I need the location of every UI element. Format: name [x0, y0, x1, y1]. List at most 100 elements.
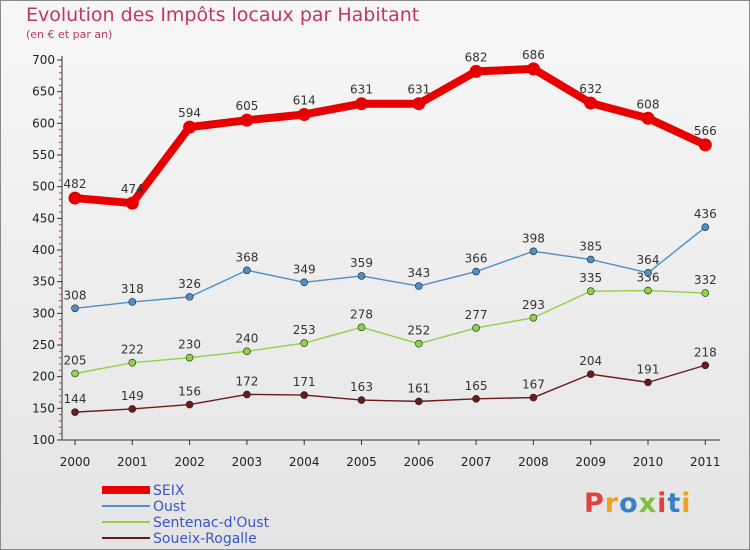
data-point: [701, 289, 710, 297]
data-label: 171: [293, 375, 316, 389]
data-label: 368: [235, 250, 258, 264]
data-label: 686: [522, 48, 545, 62]
legend-label: Soueix-Rogalle: [153, 531, 257, 547]
data-label: 605: [235, 99, 258, 113]
logo-letter: t: [667, 488, 682, 519]
legend-label: Oust: [153, 499, 186, 515]
data-label: 278: [350, 307, 373, 321]
data-point: [128, 358, 137, 367]
data-point: [71, 369, 79, 378]
data-point: [529, 313, 538, 322]
x-tick-label: 2009: [575, 455, 606, 469]
data-label: 163: [350, 380, 373, 394]
x-tick-label: 2007: [461, 455, 492, 469]
series-line: [74, 289, 706, 375]
data-point: [586, 370, 595, 378]
data-point: [128, 298, 137, 306]
proxiti-logo: Proxiti: [584, 488, 692, 519]
data-label: 566: [694, 124, 717, 138]
data-point: [355, 97, 368, 111]
data-label: 336: [637, 271, 660, 285]
data-label: 165: [465, 379, 488, 393]
data-label: 632: [579, 82, 602, 96]
legend-label: Sentenac-d'Oust: [153, 515, 270, 531]
logo-letter: i: [657, 488, 668, 519]
data-point: [644, 286, 652, 295]
data-label: 594: [178, 106, 201, 120]
data-point: [586, 255, 595, 264]
x-tick-label: 2003: [232, 455, 263, 469]
series-seix: 482 474 594 605 614 631 631 682 686 632 608 566: [64, 48, 717, 210]
y-tick-label: 550: [32, 148, 55, 162]
y-tick-label: 650: [32, 85, 55, 99]
data-point: [529, 247, 538, 256]
data-label: 318: [121, 282, 144, 296]
data-label: 253: [293, 323, 316, 337]
data-label: 332: [694, 273, 717, 287]
data-point: [300, 391, 309, 399]
data-point: [243, 347, 251, 356]
data-label: 240: [235, 331, 258, 345]
data-label: 335: [579, 271, 602, 285]
data-point: [644, 268, 652, 277]
data-label: 252: [407, 324, 430, 338]
data-point: [185, 353, 194, 362]
data-point: [698, 138, 712, 152]
data-point: [472, 324, 480, 332]
data-point: [701, 361, 710, 370]
data-label: 631: [350, 83, 373, 97]
data-label: 167: [522, 378, 545, 392]
data-point: [183, 120, 197, 134]
y-tick-label: 250: [32, 338, 55, 352]
logo-letter: P: [584, 488, 605, 519]
data-point: [357, 323, 366, 332]
data-point: [469, 64, 483, 78]
data-label: 191: [637, 362, 660, 376]
data-label: 326: [178, 277, 201, 291]
y-tick-label: 150: [32, 401, 55, 415]
data-label: 608: [637, 97, 660, 111]
data-label: 204: [579, 354, 602, 368]
x-tick-label: 2001: [117, 455, 148, 469]
series-soueix-rogalle: 144 149 156 172 171 163 161 165 167 204 191 218: [64, 345, 717, 416]
y-tick-label: 600: [32, 116, 55, 130]
y-tick-label: 100: [32, 433, 55, 447]
x-tick-label: 2006: [404, 455, 435, 469]
data-label: 222: [121, 343, 144, 357]
data-point: [701, 223, 710, 231]
series-line: [74, 364, 706, 413]
data-point: [300, 278, 309, 287]
data-label: 277: [465, 308, 488, 322]
x-tick-label: 2005: [346, 455, 377, 469]
data-point: [414, 397, 423, 406]
data-label: 359: [350, 256, 373, 270]
data-point: [243, 266, 251, 275]
data-point: [529, 393, 538, 402]
data-label: 144: [64, 392, 87, 406]
data-point: [68, 191, 82, 205]
data-point: [357, 272, 366, 280]
data-point: [297, 107, 311, 121]
data-point: [472, 267, 480, 276]
x-tick-label: 2004: [289, 455, 320, 469]
data-label: 172: [235, 374, 258, 388]
logo-letter: o: [619, 488, 639, 519]
y-tick-label: 400: [32, 243, 55, 257]
data-point: [644, 378, 652, 387]
y-tick-label: 700: [32, 53, 55, 67]
series-line: [71, 64, 710, 208]
data-label: 349: [293, 262, 316, 276]
y-tick-label: 500: [32, 180, 55, 194]
data-point: [125, 196, 139, 210]
data-label: 614: [293, 93, 316, 107]
data-point: [71, 408, 79, 416]
y-tick-label: 350: [32, 275, 55, 289]
data-point: [412, 97, 426, 111]
data-label: 149: [121, 389, 144, 403]
x-tick-label: 2011: [690, 455, 721, 469]
data-point: [128, 405, 137, 413]
y-tick-label: 300: [32, 306, 55, 320]
